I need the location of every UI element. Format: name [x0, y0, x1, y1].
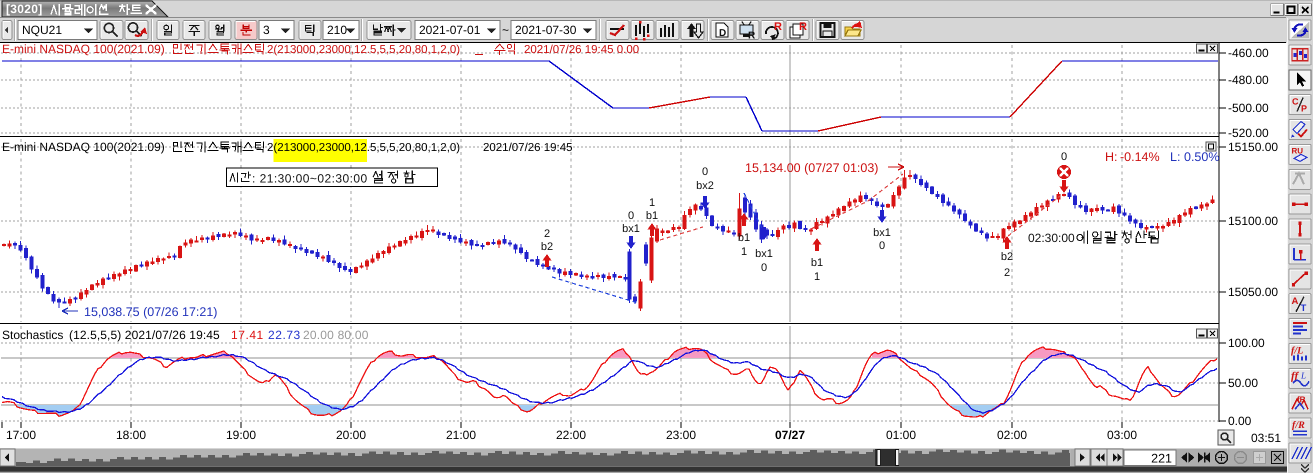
svg-text:15100.00: 15100.00 — [1228, 214, 1278, 228]
svg-text:Stochastics: Stochastics — [2, 328, 63, 342]
svg-text:b2: b2 — [1001, 251, 1013, 263]
svg-text:(12.5,5,5) 2021/07/26 19:45: (12.5,5,5) 2021/07/26 19:45 — [69, 328, 220, 342]
svg-text:L:: L: — [1170, 150, 1180, 164]
svg-text:ff: ff — [1291, 370, 1299, 382]
svg-text:2021-07-01: 2021-07-01 — [419, 23, 481, 37]
svg-text:0: 0 — [879, 240, 885, 252]
svg-text:R: R — [774, 21, 782, 33]
svg-text:bx1: bx1 — [873, 227, 891, 239]
svg-text:03:51: 03:51 — [1251, 431, 1281, 445]
svg-text:03:00: 03:00 — [1107, 428, 1137, 442]
svg-text:-500.00: -500.00 — [1228, 101, 1269, 115]
svg-text:E-mini NASDAQ 100(2021.09): E-mini NASDAQ 100(2021.09) — [2, 140, 165, 154]
svg-text:T: T — [1301, 303, 1307, 314]
svg-text:~: ~ — [502, 23, 509, 37]
svg-text:01:00: 01:00 — [886, 428, 916, 442]
svg-text:2: 2 — [1004, 267, 1010, 279]
svg-text:15,038.75 (07/26 17:21): 15,038.75 (07/26 17:21) — [84, 305, 217, 319]
svg-text:1: 1 — [741, 246, 747, 258]
svg-text:0: 0 — [1061, 151, 1067, 163]
svg-text:-460.00: -460.00 — [1228, 46, 1269, 60]
svg-text:18:00: 18:00 — [116, 428, 146, 442]
svg-text:bx1: bx1 — [755, 248, 773, 260]
svg-text:15,134.00 (07/27 01:03): 15,134.00 (07/27 01:03) — [745, 161, 878, 175]
svg-text:b1: b1 — [738, 232, 750, 244]
svg-text:f/R: f/R — [1292, 420, 1305, 431]
svg-text:f/L: f/L — [1291, 345, 1303, 356]
svg-text:R: R — [748, 31, 756, 42]
svg-text:1: 1 — [649, 197, 655, 209]
svg-text:19:00: 19:00 — [226, 428, 256, 442]
svg-text:2(213000,23000,12.5,5,5,20,80,: 2(213000,23000,12.5,5,5,20,80,1,2,0) — [267, 142, 460, 154]
svg-text:21:00: 21:00 — [446, 428, 476, 442]
svg-text:-480.00: -480.00 — [1228, 73, 1269, 87]
svg-text:15050.00: 15050.00 — [1228, 285, 1278, 299]
svg-text:22:00: 22:00 — [556, 428, 586, 442]
svg-text:07/27: 07/27 — [775, 428, 805, 442]
svg-text:NQU21: NQU21 — [22, 23, 62, 37]
svg-text:R: R — [799, 21, 807, 33]
svg-text:A: A — [1292, 296, 1299, 307]
svg-text:221: 221 — [1151, 452, 1172, 466]
svg-text:H:: H: — [1105, 150, 1118, 164]
svg-text:02:00: 02:00 — [997, 428, 1027, 442]
svg-text:20:00: 20:00 — [336, 428, 366, 442]
svg-text:b2: b2 — [541, 241, 553, 253]
svg-text:2(213000,23000,12.5,5,5,20,80,: 2(213000,23000,12.5,5,5,20,80,1,2,0) — [267, 44, 460, 56]
svg-text:02:30:00: 02:30:00 — [1028, 231, 1075, 245]
svg-text:bx2: bx2 — [696, 180, 714, 192]
svg-text:1: 1 — [814, 271, 820, 283]
svg-text:23:00: 23:00 — [666, 428, 696, 442]
svg-text:-0.14%: -0.14% — [1120, 150, 1160, 164]
svg-text:0: 0 — [761, 262, 767, 274]
svg-text:15150.00: 15150.00 — [1228, 140, 1278, 154]
svg-text:E-mini NASDAQ 100(2021.09): E-mini NASDAQ 100(2021.09) — [2, 42, 165, 56]
svg-text:3: 3 — [263, 23, 270, 37]
svg-text:RU: RU — [1292, 146, 1304, 155]
svg-text:P: P — [1301, 104, 1307, 114]
svg-text:20.00 80.00: 20.00 80.00 — [303, 328, 369, 342]
svg-text:0.00: 0.00 — [1228, 414, 1252, 428]
svg-text:0.50%: 0.50% — [1184, 150, 1219, 164]
svg-text:2021/07/26 19:45 0.00: 2021/07/26 19:45 0.00 — [524, 44, 639, 56]
svg-text:bx1: bx1 — [622, 223, 640, 235]
svg-text:210: 210 — [327, 23, 347, 37]
svg-text:0: 0 — [628, 210, 634, 222]
svg-text:17:00: 17:00 — [6, 428, 36, 442]
svg-text:2021-07-30: 2021-07-30 — [515, 23, 577, 37]
svg-text:22.73: 22.73 — [268, 328, 301, 342]
svg-text:2: 2 — [544, 228, 550, 240]
svg-text:: 21:30:00~02:30:00: : 21:30:00~02:30:00 — [252, 172, 368, 186]
svg-text:b1: b1 — [646, 210, 658, 222]
svg-text:D: D — [719, 28, 726, 39]
svg-text:50.00: 50.00 — [1228, 376, 1258, 390]
svg-text:[3020]: [3020] — [6, 2, 43, 16]
svg-text:2021/07/26 19:45: 2021/07/26 19:45 — [483, 142, 573, 154]
svg-text:100.00: 100.00 — [1228, 336, 1265, 350]
svg-text:C: C — [1292, 97, 1299, 107]
svg-text:17.41: 17.41 — [231, 328, 264, 342]
svg-text:-520.00: -520.00 — [1228, 126, 1269, 140]
svg-text:L: L — [1300, 370, 1306, 380]
svg-text:0: 0 — [702, 166, 708, 178]
svg-text:fR: fR — [1297, 395, 1306, 404]
svg-text:b1: b1 — [811, 257, 823, 269]
